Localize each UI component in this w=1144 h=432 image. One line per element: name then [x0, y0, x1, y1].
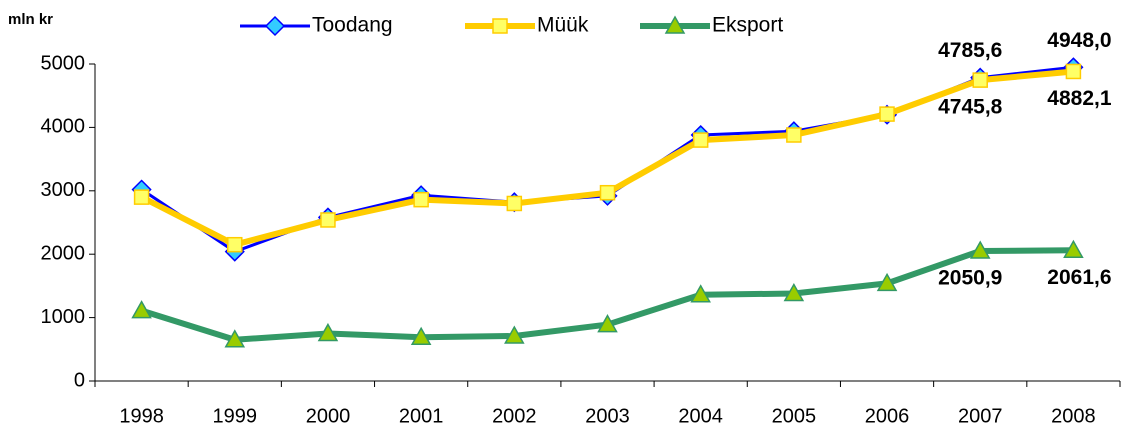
data-label: 4882,1	[1047, 87, 1112, 110]
x-tick-label: 2002	[492, 405, 537, 427]
legend-marker	[492, 18, 508, 34]
data-point	[504, 325, 525, 344]
legend-label: Eksport	[712, 14, 783, 37]
x-tick-label: 2007	[958, 405, 1003, 427]
data-label: 2061,6	[1047, 266, 1111, 289]
data-label: 4745,8	[938, 96, 1003, 119]
data-point	[1065, 63, 1082, 80]
x-tick-label: 1998	[119, 405, 164, 427]
data-point	[1063, 239, 1084, 259]
data-point	[783, 282, 805, 302]
x-tick-label: 2005	[772, 405, 817, 427]
y-tick-label: 4000	[41, 116, 86, 138]
data-point	[320, 212, 336, 228]
data-point	[597, 314, 618, 333]
data-point	[224, 329, 246, 348]
y-axis-label: mln kr	[8, 11, 53, 28]
series-line	[140, 68, 1074, 248]
legend-marker	[264, 15, 286, 37]
data-label: 4785,6	[938, 39, 1002, 62]
data-point	[413, 191, 429, 208]
y-tick-label: 1000	[41, 306, 86, 328]
legend-marker	[664, 15, 686, 34]
x-tick-label: 2006	[865, 405, 910, 427]
data-point	[317, 322, 339, 342]
data-point	[690, 284, 711, 303]
legend-label: Müük	[537, 14, 589, 37]
data-point	[786, 127, 802, 143]
x-tick-label: 2004	[678, 405, 723, 427]
y-tick-label: 0	[74, 369, 85, 391]
x-tick-label: 1999	[213, 405, 258, 427]
legend-label: Toodang	[312, 14, 393, 37]
data-point	[410, 326, 432, 346]
x-tick-label: 2000	[306, 405, 351, 427]
x-tick-label: 2003	[585, 405, 630, 427]
y-tick-label: 5000	[41, 52, 86, 74]
data-point	[131, 300, 152, 319]
y-tick-label: 2000	[41, 242, 86, 264]
data-point	[969, 240, 991, 259]
data-point	[133, 189, 150, 205]
x-tick-label: 2008	[1051, 405, 1096, 427]
x-tick-label: 2001	[399, 405, 444, 427]
data-label: 4948,0	[1047, 29, 1111, 52]
data-point	[692, 132, 709, 148]
y-tick-label: 3000	[41, 179, 86, 201]
data-point	[972, 72, 988, 88]
data-point	[506, 195, 523, 212]
data-label: 2050,9	[938, 267, 1002, 290]
data-point	[876, 272, 898, 292]
data-point	[599, 184, 616, 201]
data-point	[227, 236, 243, 253]
data-point	[879, 106, 895, 122]
